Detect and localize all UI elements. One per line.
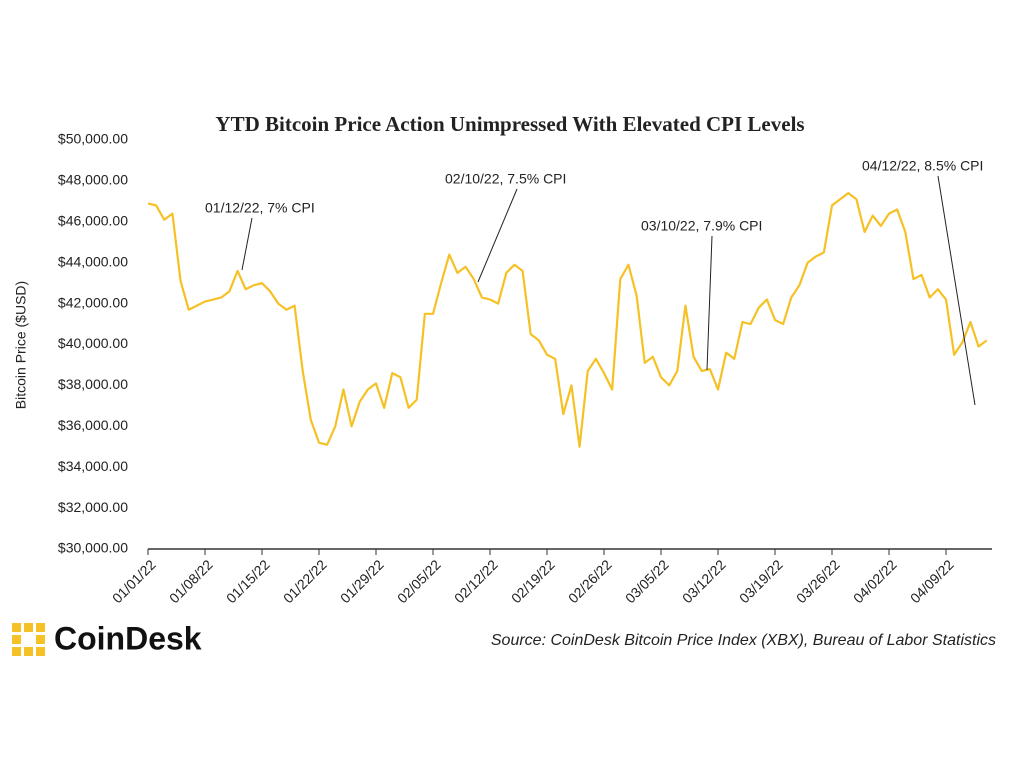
annotation: 04/12/22, 8.5% CPI [862, 158, 983, 174]
annotation-leader [937, 175, 976, 406]
x-tick-label: 01/01/22 [109, 556, 159, 606]
x-tick-label: 03/26/22 [793, 556, 843, 606]
x-tick-label: 04/02/22 [850, 556, 900, 606]
y-tick-label: $40,000.00 [58, 335, 128, 351]
x-tick-label: 01/29/22 [337, 556, 387, 606]
y-tick-label: $46,000.00 [58, 213, 128, 229]
y-tick-label: $42,000.00 [58, 294, 128, 310]
annotation: 02/10/22, 7.5% CPI [445, 171, 566, 187]
x-tick-label: 02/26/22 [565, 556, 615, 606]
x-tick-label: 03/05/22 [622, 556, 672, 606]
y-tick-label: $50,000.00 [58, 131, 128, 147]
x-tick-label: 01/15/22 [223, 556, 273, 606]
y-axis-label: Bitcoin Price ($USD) [13, 281, 29, 409]
y-tick-label: $30,000.00 [58, 540, 128, 556]
annotation-leader [241, 217, 253, 271]
y-tick-label: $44,000.00 [58, 253, 128, 269]
y-tick-label: $36,000.00 [58, 417, 128, 433]
annotation: 03/10/22, 7.9% CPI [641, 218, 762, 234]
price-line [147, 192, 988, 448]
y-tick-label: $34,000.00 [58, 458, 128, 474]
annotation-leader [477, 188, 518, 283]
y-tick-label: $32,000.00 [58, 499, 128, 515]
brand-logo [12, 623, 45, 656]
brand-name: CoinDesk [54, 620, 202, 656]
y-tick-label: $48,000.00 [58, 172, 128, 188]
annotation-leader [706, 235, 713, 371]
source-note: Source: CoinDesk Bitcoin Price Index (XB… [491, 632, 996, 649]
chart-title: YTD Bitcoin Price Action Unimpressed Wit… [215, 112, 804, 136]
x-tick-label: 01/22/22 [280, 556, 330, 606]
x-tick-label: 02/05/22 [394, 556, 444, 606]
x-tick-label: 02/19/22 [508, 556, 558, 606]
x-tick-label: 03/12/22 [679, 556, 729, 606]
x-tick-label: 03/19/22 [736, 556, 786, 606]
x-tick-label: 01/08/22 [166, 556, 216, 606]
x-tick-label: 02/12/22 [451, 556, 501, 606]
annotation: 01/12/22, 7% CPI [205, 200, 315, 216]
y-tick-label: $38,000.00 [58, 376, 128, 392]
x-tick-label: 04/09/22 [907, 556, 957, 606]
